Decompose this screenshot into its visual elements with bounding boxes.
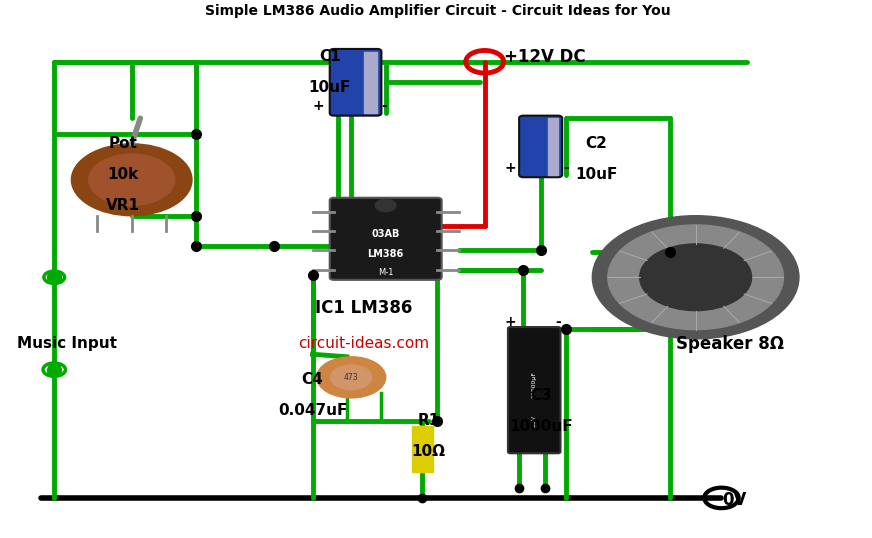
Text: 10uF: 10uF bbox=[309, 80, 351, 95]
Circle shape bbox=[330, 365, 372, 390]
Text: +: + bbox=[505, 315, 516, 329]
Text: 10uF: 10uF bbox=[576, 167, 618, 182]
Text: C1: C1 bbox=[319, 49, 341, 64]
Circle shape bbox=[317, 357, 385, 398]
Circle shape bbox=[608, 225, 783, 330]
Text: C4: C4 bbox=[302, 372, 324, 387]
Text: 10000µF: 10000µF bbox=[532, 371, 536, 398]
Bar bbox=[412, 426, 433, 472]
Text: 0V: 0V bbox=[722, 492, 746, 509]
Text: 10k: 10k bbox=[107, 167, 139, 182]
Text: C2: C2 bbox=[586, 136, 608, 151]
FancyBboxPatch shape bbox=[508, 327, 561, 454]
Text: R1: R1 bbox=[418, 413, 439, 428]
Circle shape bbox=[592, 216, 799, 339]
Text: 03AB: 03AB bbox=[371, 229, 400, 239]
Text: IC1 LM386: IC1 LM386 bbox=[316, 299, 412, 317]
Text: -: - bbox=[563, 161, 569, 175]
Text: LM386: LM386 bbox=[368, 249, 404, 259]
Text: 0.047uF: 0.047uF bbox=[278, 403, 347, 418]
Text: 1000uF: 1000uF bbox=[509, 419, 573, 434]
Text: -: - bbox=[381, 99, 387, 113]
Text: circuit-ideas.com: circuit-ideas.com bbox=[298, 336, 430, 351]
Text: Music Input: Music Input bbox=[17, 336, 117, 351]
Text: 25V: 25V bbox=[532, 415, 536, 427]
Text: +12V DC: +12V DC bbox=[504, 48, 586, 66]
Circle shape bbox=[89, 154, 174, 206]
Text: -: - bbox=[555, 315, 561, 329]
Text: M-1: M-1 bbox=[378, 267, 393, 277]
Text: C3: C3 bbox=[530, 388, 551, 403]
Text: 10Ω: 10Ω bbox=[412, 444, 446, 459]
Bar bbox=[548, 118, 558, 175]
FancyBboxPatch shape bbox=[519, 116, 562, 177]
FancyBboxPatch shape bbox=[330, 49, 381, 116]
Title: Simple LM386 Audio Amplifier Circuit - Circuit Ideas for You: Simple LM386 Audio Amplifier Circuit - C… bbox=[205, 4, 671, 18]
Text: +: + bbox=[505, 161, 516, 175]
Text: Pot: Pot bbox=[109, 136, 138, 151]
Circle shape bbox=[72, 144, 192, 216]
Text: +: + bbox=[313, 99, 324, 113]
Text: VR1: VR1 bbox=[106, 198, 140, 213]
Circle shape bbox=[375, 199, 396, 211]
Circle shape bbox=[640, 244, 752, 310]
Text: 473: 473 bbox=[344, 373, 358, 382]
Text: Speaker 8Ω: Speaker 8Ω bbox=[676, 335, 784, 353]
FancyBboxPatch shape bbox=[330, 198, 441, 280]
Bar bbox=[364, 52, 377, 113]
